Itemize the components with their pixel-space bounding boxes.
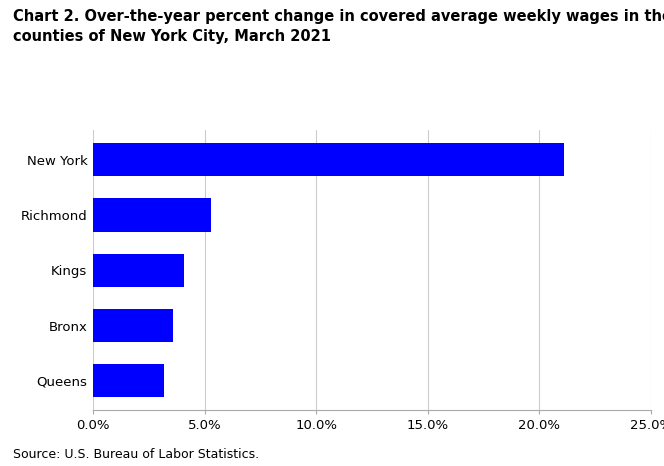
Bar <box>93 309 173 342</box>
Text: Source: U.S. Bureau of Labor Statistics.: Source: U.S. Bureau of Labor Statistics. <box>13 448 260 461</box>
Text: Chart 2. Over-the-year percent change in covered average weekly wages in the fiv: Chart 2. Over-the-year percent change in… <box>13 9 664 44</box>
Bar <box>93 143 564 176</box>
Bar <box>93 254 185 287</box>
Bar <box>93 199 211 232</box>
Bar <box>93 364 165 397</box>
